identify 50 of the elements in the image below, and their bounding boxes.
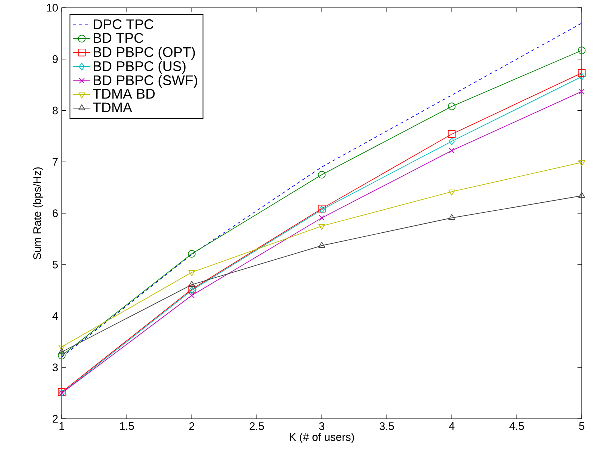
x-tick-label: 1 xyxy=(60,422,65,430)
point xyxy=(449,138,455,146)
point xyxy=(318,242,326,248)
y-tick-label: 5 xyxy=(52,261,58,269)
point xyxy=(578,160,586,166)
point xyxy=(188,281,196,288)
point xyxy=(318,171,326,179)
point xyxy=(579,73,585,81)
point xyxy=(188,270,196,276)
legend-label: BD TPC xyxy=(94,33,144,44)
point xyxy=(579,88,585,95)
x-tick-label: 2 xyxy=(190,422,194,430)
legend-label: DPC TPC xyxy=(94,20,154,30)
point xyxy=(319,215,325,221)
point xyxy=(58,348,66,354)
y-tick-label: 10 xyxy=(47,4,58,12)
legend-label: BD PBPC (US) xyxy=(94,61,186,74)
point xyxy=(448,214,456,220)
point xyxy=(448,102,456,110)
legend-label: TDMA BD xyxy=(93,89,155,99)
point xyxy=(448,130,456,138)
y-tick-label: 7 xyxy=(52,158,58,166)
point xyxy=(318,224,326,230)
legend-label: BD PBPC (SWF) xyxy=(94,75,198,88)
y-tick-label: 8 xyxy=(52,106,58,115)
y-tick-label: 2 xyxy=(52,415,58,423)
point xyxy=(188,250,196,258)
point xyxy=(58,352,66,360)
x-axis-title: K (# of users) xyxy=(290,433,354,444)
x-tick-label: 4 xyxy=(449,422,455,430)
y-axis-title: Sum Rate (bps/Hz) xyxy=(33,168,44,260)
x-tick-label: 2.5 xyxy=(250,422,264,430)
point xyxy=(578,46,586,54)
x-tick-label: 5 xyxy=(579,422,585,430)
legend-label: BD PBPC (OPT) xyxy=(94,46,196,60)
point xyxy=(189,292,195,299)
point xyxy=(58,344,66,351)
y-tick-label: 4 xyxy=(52,312,58,320)
x-tick-label: 3 xyxy=(319,422,325,430)
x-tick-label: 3.5 xyxy=(380,422,394,430)
point xyxy=(578,192,586,198)
x-tick-label: 1.5 xyxy=(120,422,134,430)
point xyxy=(578,69,586,78)
x-tick-label: 4.5 xyxy=(510,422,524,430)
y-tick-label: 9 xyxy=(52,56,58,64)
y-tick-label: 3 xyxy=(52,364,58,372)
legend-label: TDMA xyxy=(93,102,132,112)
point xyxy=(449,148,455,154)
point xyxy=(448,190,456,196)
y-tick-label: 6 xyxy=(52,210,58,218)
